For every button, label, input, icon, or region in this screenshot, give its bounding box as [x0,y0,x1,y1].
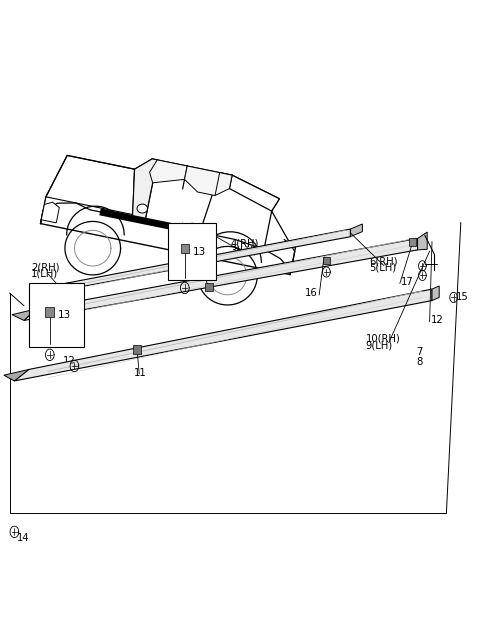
Polygon shape [132,159,157,221]
Polygon shape [12,309,36,320]
Text: 5(LH): 5(LH) [370,262,397,273]
Text: 12: 12 [431,315,444,325]
Polygon shape [418,232,427,250]
Bar [133,345,141,354]
Polygon shape [58,229,350,291]
Text: 2(RH): 2(RH) [31,262,60,273]
Text: 3(LH): 3(LH) [230,245,257,255]
Text: 15: 15 [456,292,469,302]
Bar [323,257,330,264]
Text: 7: 7 [417,347,423,357]
Polygon shape [150,159,232,189]
Polygon shape [14,289,432,381]
Polygon shape [4,369,29,381]
Text: 1(LH): 1(LH) [31,269,59,279]
Polygon shape [229,175,279,211]
Text: 8: 8 [417,357,423,367]
Bar [409,238,416,246]
Bar [205,283,213,291]
Text: 11: 11 [133,368,146,378]
Text: 16: 16 [305,288,318,298]
Ellipse shape [137,204,147,213]
Text: 6(RH): 6(RH) [370,256,398,266]
Text: 12: 12 [63,356,76,366]
Text: 13: 13 [192,247,206,257]
Polygon shape [46,155,134,215]
Text: 4(RH): 4(RH) [230,239,259,249]
Polygon shape [350,224,362,237]
Text: 14: 14 [17,533,29,543]
Bar [46,307,54,317]
Polygon shape [184,166,220,196]
Bar [181,245,189,254]
Bar [29,283,84,347]
Polygon shape [209,173,232,196]
Polygon shape [432,286,439,301]
Polygon shape [48,283,65,291]
Polygon shape [24,238,418,320]
Bar [168,223,216,280]
Text: 9(LH): 9(LH) [366,340,393,350]
Text: 10(RH): 10(RH) [366,334,400,344]
Polygon shape [150,160,187,183]
Polygon shape [41,202,60,223]
Text: 13: 13 [58,310,72,320]
Text: 17: 17 [401,276,414,287]
